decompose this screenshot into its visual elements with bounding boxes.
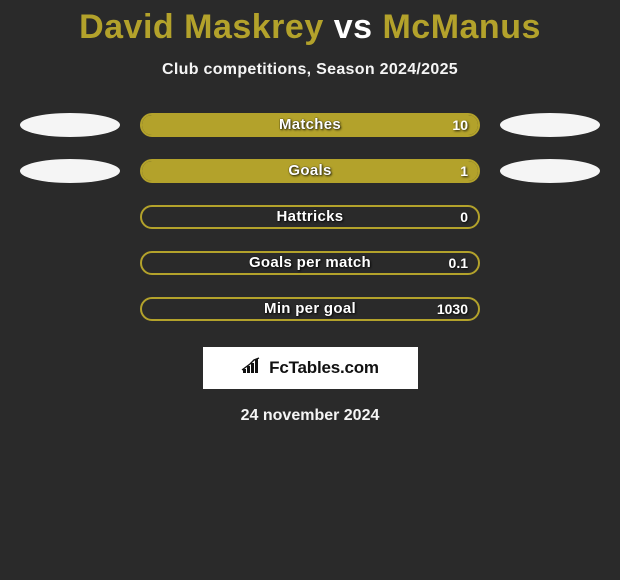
stat-row: 0.1Goals per match — [10, 251, 610, 275]
title-player1: David Maskrey — [79, 8, 324, 46]
ellipse-right — [500, 113, 600, 137]
date: 24 november 2024 — [0, 407, 620, 425]
stat-value: 1 — [460, 161, 468, 181]
ellipse-left — [20, 113, 120, 137]
stat-value: 0 — [460, 207, 468, 227]
page-title: David Maskrey vs McManus — [0, 0, 620, 47]
stat-value: 0.1 — [449, 253, 468, 273]
stat-rows: 10Matches 1Goals 0Hattricks 0.1Goals per ma… — [0, 113, 620, 321]
stat-value: 1030 — [437, 299, 468, 319]
stat-row: 0Hattricks — [10, 205, 610, 229]
subtitle: Club competitions, Season 2024/2025 — [0, 61, 620, 79]
stat-row: 10Matches — [10, 113, 610, 137]
stat-bar: 1030 — [140, 297, 480, 321]
logo-box: FcTables.com — [203, 347, 418, 389]
title-vs: vs — [334, 8, 373, 46]
ellipse-left — [20, 159, 120, 183]
stat-bar-fill — [142, 161, 478, 181]
stat-bar: 0 — [140, 205, 480, 229]
stat-bar: 1 — [140, 159, 480, 183]
title-player2: McManus — [382, 8, 540, 46]
logo-text: FcTables.com — [269, 358, 379, 378]
stat-row: 1Goals — [10, 159, 610, 183]
stat-value: 10 — [452, 115, 468, 135]
stat-bar-fill — [142, 115, 478, 135]
stat-bar: 10 — [140, 113, 480, 137]
stat-row: 1030Min per goal — [10, 297, 610, 321]
stat-bar: 0.1 — [140, 251, 480, 275]
ellipse-right — [500, 159, 600, 183]
bar-chart-icon — [241, 357, 263, 380]
